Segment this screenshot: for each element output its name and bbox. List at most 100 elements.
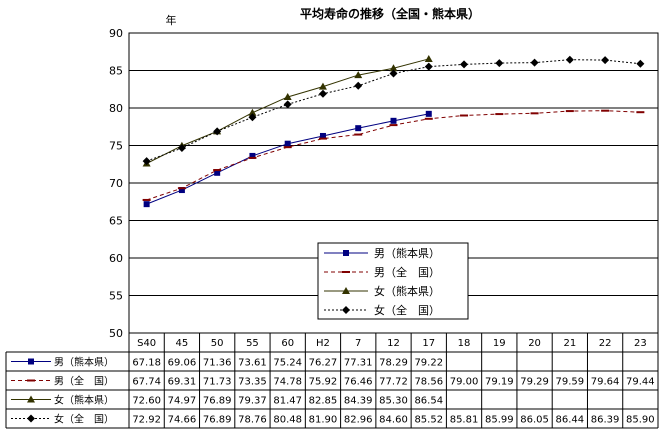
- series-4: [142, 55, 645, 166]
- data-point: [424, 117, 433, 120]
- series-lines: [142, 54, 645, 208]
- data-point: [142, 157, 151, 166]
- y-axis-unit-label: 年: [166, 13, 177, 27]
- table-cell: 73.35: [238, 377, 267, 388]
- series-3: [142, 54, 433, 167]
- table-cell: 76.89: [203, 415, 232, 426]
- y-tick-label: 90: [109, 27, 123, 40]
- data-point: [354, 71, 363, 79]
- data-point: [389, 69, 398, 78]
- table-cell: 77.72: [379, 377, 408, 388]
- table-legend-marker: [27, 414, 35, 423]
- table-cell: 69.31: [168, 377, 197, 388]
- table-cell: 86.54: [414, 396, 443, 407]
- table-cell: 81.47: [273, 396, 302, 407]
- legend-label: 男（全 国）: [374, 265, 440, 279]
- data-point: [283, 146, 292, 149]
- data-point: [425, 110, 432, 117]
- legend: 男（熊本県） 男（全 国） 女（熊本県） 女（全 国）: [317, 242, 469, 320]
- data-point: [530, 58, 539, 67]
- x-tick-label: 19: [493, 338, 506, 349]
- data-point: [283, 92, 292, 100]
- data-point: [389, 64, 398, 72]
- table-cell: 78.56: [414, 377, 443, 388]
- data-point: [424, 62, 433, 71]
- data-point: [318, 82, 327, 90]
- data-point: [318, 89, 327, 98]
- chart-title: 平均寿命の推移（全国・熊本県）: [300, 6, 480, 21]
- x-tick-label: 22: [599, 338, 612, 349]
- table-legend-marker: [27, 395, 35, 403]
- x-tick-label: 23: [634, 338, 647, 349]
- table-cell: 84.60: [379, 415, 408, 426]
- x-tick-label: 7: [355, 338, 361, 349]
- table-cell: 73.61: [238, 358, 267, 369]
- x-tick-label: H2: [316, 338, 330, 349]
- y-tick-label: 80: [109, 102, 123, 115]
- data-point: [249, 152, 256, 159]
- legend-label: 男（熊本県）: [374, 246, 440, 260]
- data-point: [143, 201, 150, 208]
- data-point: [177, 144, 186, 153]
- data-point: [318, 137, 327, 140]
- x-tick-label: 12: [387, 338, 400, 349]
- table-cell: 79.29: [520, 377, 549, 388]
- y-axis: 50 55 60 65 70 75 80 85 90: [109, 27, 123, 340]
- table-cell: 72.60: [132, 396, 161, 407]
- table-cell: 76.46: [344, 377, 373, 388]
- y-tick-label: 65: [109, 215, 123, 228]
- table-cell: 71.36: [203, 358, 232, 369]
- table-cell: 79.64: [591, 377, 620, 388]
- data-point: [142, 198, 151, 201]
- table-series-name: 男（全 国）: [54, 375, 114, 388]
- series-line: [146, 59, 641, 162]
- table-cell: 86.05: [520, 415, 549, 426]
- series-line: [146, 110, 641, 201]
- y-tick-label: 55: [109, 290, 123, 303]
- table-cell: 85.99: [485, 415, 514, 426]
- data-point: [248, 156, 257, 159]
- table-cell: 82.85: [309, 396, 338, 407]
- gridlines: [128, 32, 659, 334]
- data-point: [460, 114, 469, 117]
- legend-label: 女（熊本県）: [374, 284, 440, 298]
- x-tick-label: 17: [422, 338, 435, 349]
- table-cell: 69.06: [168, 358, 197, 369]
- data-point: [530, 112, 539, 115]
- table-cell: 81.90: [309, 415, 338, 426]
- legend-marker: [342, 271, 350, 273]
- y-tick-label: 70: [109, 177, 123, 190]
- table-cell: 79.00: [450, 377, 479, 388]
- table-cell: 67.74: [132, 377, 161, 388]
- series-line: [146, 113, 429, 205]
- data-point: [601, 109, 610, 112]
- table-legend-marker: [27, 379, 35, 382]
- table-cell: 79.59: [556, 377, 585, 388]
- y-tick-label: 60: [109, 252, 123, 265]
- data-point: [354, 133, 363, 136]
- table-cell: 72.92: [132, 415, 161, 426]
- table-cell: 79.22: [414, 358, 443, 369]
- data-point: [248, 108, 257, 116]
- table-cell: 84.39: [344, 396, 373, 407]
- x-tick-label: S40: [137, 338, 156, 349]
- data-point: [495, 113, 504, 116]
- x-tick-label: 60: [281, 338, 294, 349]
- data-point: [389, 124, 398, 127]
- data-point: [178, 187, 185, 194]
- table-cell: 67.18: [132, 358, 161, 369]
- data-table: S40 45 50 55 60 H2 7 12 17 18 19 20 21 22 23 男（熊本県） 67.1…: [5, 333, 659, 429]
- data-point: [390, 117, 397, 124]
- data-point: [565, 110, 574, 113]
- data-point: [495, 59, 504, 68]
- table-series-name: 男（熊本県）: [54, 356, 114, 369]
- data-point: [636, 59, 645, 68]
- data-point: [177, 187, 186, 190]
- table-cell: 74.66: [168, 415, 197, 426]
- table-cell: 82.96: [344, 415, 373, 426]
- data-point: [214, 169, 221, 176]
- table-legend-marker: [28, 358, 34, 365]
- table-cell: 86.44: [556, 415, 585, 426]
- table-cell: 86.39: [591, 415, 620, 426]
